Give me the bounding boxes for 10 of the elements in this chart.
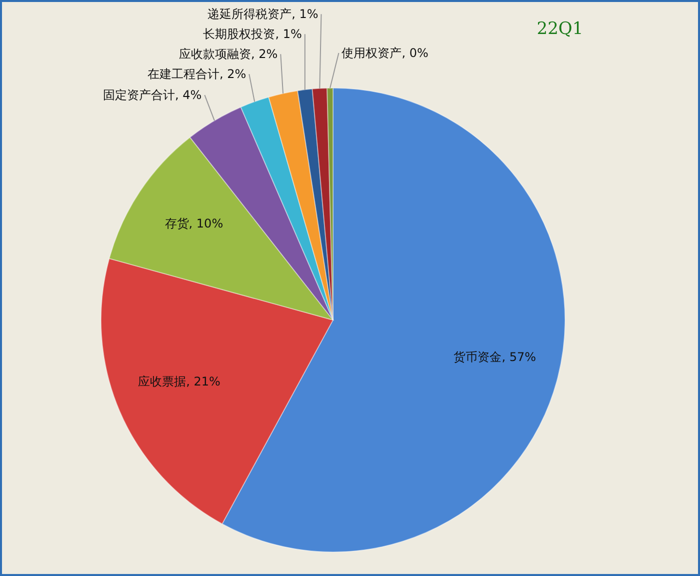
slice-label: 长期股权投资, 1% [203, 27, 302, 42]
slice-label: 在建工程合计, 2% [147, 67, 246, 82]
slice-label: 应收款项融资, 2% [178, 47, 278, 62]
slice-label: 货币资金, 57% [454, 350, 536, 364]
slice-label: 固定资产合计, 4% [102, 88, 202, 102]
slice-label: 存货, 10% [164, 216, 224, 230]
slice-label: 使用权资产, 0% [342, 46, 428, 60]
slice-label: 递延所得税资产, 1% [208, 7, 318, 22]
slice-label: 应收票据, 21% [138, 374, 220, 388]
text: 22Q1 [536, 19, 584, 39]
